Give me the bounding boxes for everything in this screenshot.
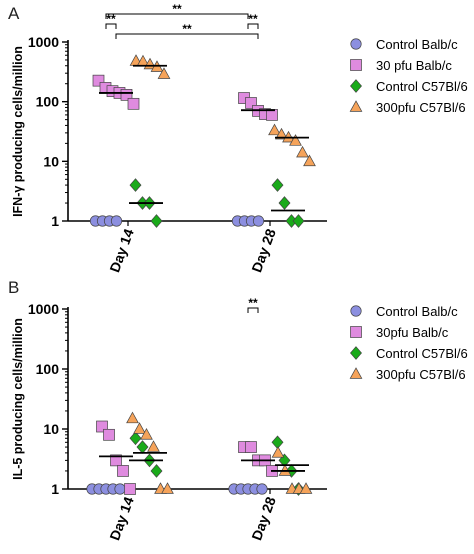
- significance-label-0: **: [106, 12, 116, 26]
- y-axis-label: IFN-γ producing cells/million: [11, 46, 25, 217]
- data-point-triangle-legend-3: [349, 100, 363, 112]
- data-point-diamond-legend-2: [350, 79, 362, 93]
- x-tick-label-day-14: Day 14: [106, 494, 137, 542]
- data-point-square-legend-1: [350, 59, 362, 71]
- data-point-circle-legend-0: [350, 38, 362, 50]
- data-point-triangle-3-0-3: [147, 440, 160, 452]
- data-point-square-1-1-1: [245, 441, 257, 453]
- y-tick-label-100: 100: [36, 94, 60, 110]
- data-point-diamond-legend-2: [350, 346, 362, 360]
- x-tick-label-day-14: Day 14: [106, 226, 137, 274]
- legend-entry-0: Control Balb/c: [376, 304, 458, 319]
- data-point-diamond-2-0-1: [136, 440, 149, 454]
- data-point-square-1-0-4: [120, 89, 133, 101]
- legend-entry-3: 300pfu C57Bl/6: [376, 367, 466, 382]
- y-axis-label: IL-5 producing cells/million: [11, 318, 25, 480]
- data-point-diamond-2-1-0: [271, 178, 284, 192]
- legend-entry-3: 300pfu C57Bl/6: [376, 100, 466, 115]
- data-point-diamond-2-1-0: [271, 435, 284, 450]
- significance-label-2: **: [182, 22, 192, 36]
- legend-entry-0: Control Balb/c: [376, 37, 458, 52]
- data-point-diamond-2-0-3: [150, 464, 163, 478]
- significance-label-1: **: [172, 2, 182, 16]
- panel-label-A: A: [8, 4, 20, 23]
- data-point-triangle-3-1-0: [268, 123, 281, 136]
- data-point-triangle-3-0-0: [126, 411, 139, 424]
- data-point-square-1-0-0: [96, 420, 108, 433]
- data-point-square-legend-1: [350, 326, 362, 338]
- data-point-triangle-3-0-1: [133, 422, 146, 434]
- significance-bracket-0: [247, 307, 259, 313]
- y-tick-label-1000: 1000: [28, 301, 59, 317]
- legend-entry-1: 30 pfu Balb/c: [376, 58, 452, 73]
- data-point-triangle-3-0-5: [161, 482, 174, 494]
- legend-entry-1: 30pfu Balb/c: [376, 325, 449, 340]
- data-point-circle-0-0-3: [110, 215, 123, 227]
- data-point-diamond-2-0-0: [129, 431, 142, 446]
- significance-bracket-2: [115, 33, 259, 39]
- significance-bracket-0: [105, 23, 117, 29]
- data-point-circle-0-0-4: [114, 483, 126, 495]
- significance-bracket-3: [247, 23, 259, 29]
- data-point-triangle-3-0-2: [140, 428, 153, 440]
- y-tick-label-10: 10: [43, 421, 59, 437]
- data-point-square-1-0-4: [124, 483, 136, 495]
- y-tick-label-1: 1: [51, 481, 59, 497]
- data-point-triangle-3-1-3: [289, 134, 302, 146]
- y-tick-label-1: 1: [51, 213, 59, 229]
- data-point-square-1-0-2: [110, 454, 122, 467]
- y-tick-label-10: 10: [43, 153, 59, 169]
- data-point-square-1-0-0: [92, 74, 105, 87]
- significance-label-0: **: [248, 296, 258, 310]
- legend-entry-2: Control C57Bl/6: [376, 79, 468, 94]
- data-point-circle-0-1-3: [252, 215, 265, 227]
- data-point-diamond-2-1-1: [278, 196, 291, 210]
- data-point-triangle-3-1-0: [271, 446, 285, 458]
- data-point-triangle-3-0-4: [157, 67, 171, 79]
- data-point-square-1-0-3: [117, 465, 129, 477]
- significance-label-3: **: [248, 12, 258, 26]
- data-point-diamond-2-0-0: [129, 178, 142, 192]
- x-tick-label-day-28: Day 28: [248, 226, 279, 274]
- y-tick-label-1000: 1000: [28, 34, 59, 50]
- data-point-square-1-0-5: [127, 97, 140, 110]
- significance-bracket-1: [105, 13, 249, 19]
- data-point-triangle-3-1-1: [275, 127, 288, 140]
- data-point-diamond-2-1-3: [292, 214, 305, 228]
- data-point-triangle-3-1-5: [303, 154, 316, 167]
- data-point-square-1-0-1: [103, 428, 115, 441]
- data-point-triangle-legend-3: [349, 367, 363, 379]
- data-point-square-1-1-1: [245, 97, 257, 109]
- data-point-diamond-2-0-3: [150, 214, 163, 228]
- data-point-circle-0-1-4: [256, 483, 268, 495]
- data-point-triangle-3-1-4: [296, 145, 309, 158]
- x-tick-label-day-28: Day 28: [248, 494, 279, 542]
- legend-entry-2: Control C57Bl/6: [376, 346, 468, 361]
- data-point-triangle-3-1-4: [299, 482, 313, 494]
- y-tick-label-100: 100: [36, 361, 60, 377]
- data-point-circle-legend-0: [350, 305, 362, 317]
- panel-label-B: B: [8, 278, 19, 297]
